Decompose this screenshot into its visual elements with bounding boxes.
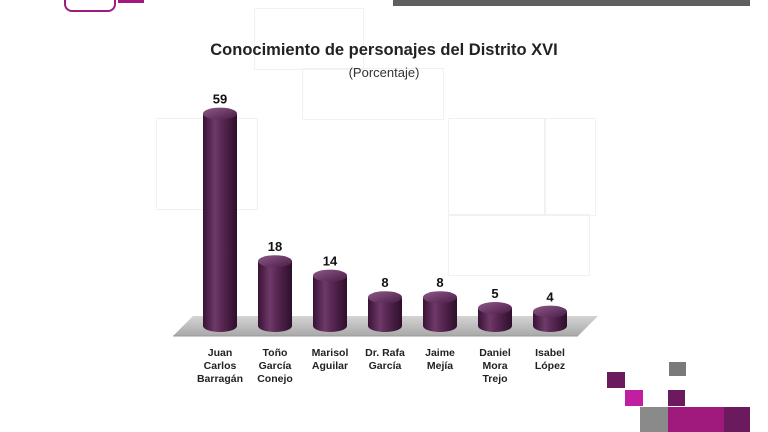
data-label: 8 [436,275,443,290]
bar-cap [533,305,567,318]
x-tick-label-line: Jaime [425,347,455,359]
x-tick-label-line: Dr. Rafa [365,347,405,359]
bar-cap [203,107,237,120]
x-tick-label-line: García [258,360,292,372]
background-grid-block [544,118,596,216]
x-tick-label-line: Juan [207,347,233,359]
x-tick-label: Marisol Aguilar [298,347,362,373]
data-label: 5 [491,286,498,301]
bar [478,308,512,332]
x-tick-label-line: Mejía [426,360,454,372]
decorative-square [625,390,643,406]
data-label: 4 [546,290,554,305]
x-tick-label-line: Mora [482,360,508,372]
bar [203,113,237,332]
bar-cap [313,269,347,282]
x-tick-label-line: López [534,360,566,372]
x-tick-label: Dr. Rafa García [353,347,417,373]
decorative-square [668,407,724,432]
x-tick-label-line: Toño [262,347,288,359]
x-tick-label-line: García [368,360,402,372]
bar [368,297,402,332]
x-tick-label-line: Aguilar [311,360,349,372]
data-label: 14 [323,254,338,269]
x-tick-label: Jaime Mejía [408,347,472,373]
data-label: 8 [381,275,388,290]
data-label: 18 [268,239,282,254]
bar [313,275,347,332]
x-tick-label-line: Isabel [535,347,565,359]
top-bar [393,0,750,6]
x-tick-label-line: Trejo [482,373,508,385]
x-tick-label-line: Conejo [257,373,293,385]
x-tick-label-line: Barragán [196,373,244,385]
x-tick-label-line: Daniel [479,347,511,359]
decorative-square [724,407,750,432]
decorative-square [640,407,668,432]
bar [423,297,457,332]
data-label: 59 [213,92,227,107]
chart-subtitle: (Porcentaje) [348,65,420,80]
decorative-square [669,362,686,376]
x-tick-label: Daniel Mora Trejo [463,347,527,386]
x-tick-label: Toño García Conejo [243,347,307,386]
bar-cap [423,291,457,304]
x-tick-label-line: Carlos [203,360,237,372]
bar-cap [258,255,292,268]
bar [258,261,292,332]
background-grid-block [448,118,546,216]
bar-cap [478,302,512,314]
logo-accent [118,0,144,3]
logo-icon [64,0,116,12]
background-grid-block [254,8,364,70]
decorative-square [607,372,625,388]
x-tick-label-line: Marisol [311,347,349,359]
x-tick-label: Juan Carlos Barragán [188,347,252,386]
x-tick-label: Isabel López [518,347,582,373]
background-grid-block [448,214,590,276]
chart-title: Conocimiento de personajes del Distrito … [210,41,558,59]
bar-cap [368,291,402,304]
decorative-square [668,390,685,406]
background-grid-block [302,68,444,120]
